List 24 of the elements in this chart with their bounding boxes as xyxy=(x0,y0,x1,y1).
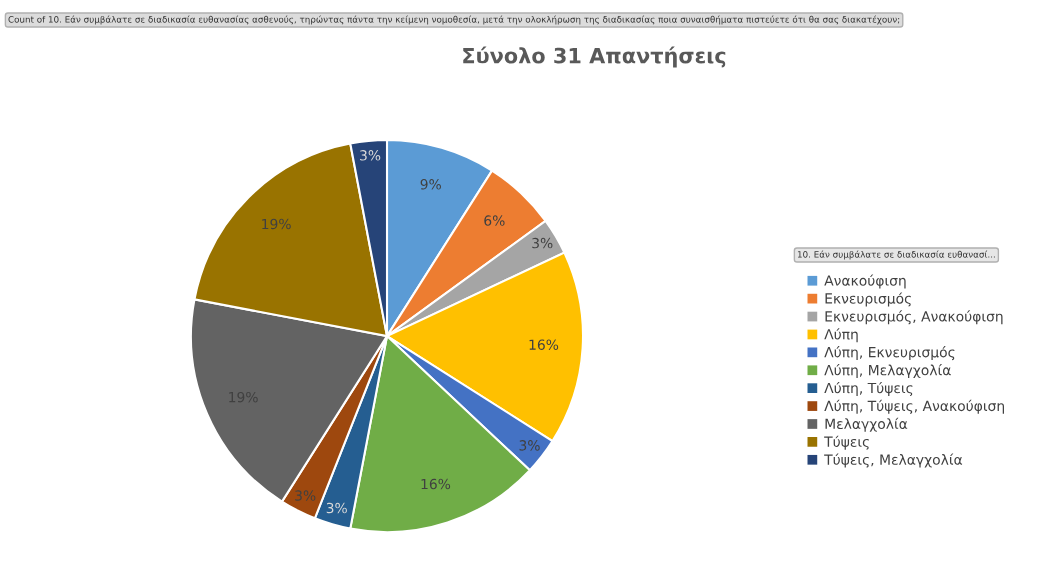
legend-label: Λύπη, Εκνευρισμός xyxy=(824,346,955,361)
legend-label: Λύπη, Τύψεις, Ανακούφιση xyxy=(824,399,1004,414)
legend-label: Εκνευρισμός, Ανακούφιση xyxy=(825,310,1003,325)
text: Count of 10. Εάν συμβάλατε σε διαδικασία ευθανασίας ασθενούς, τηρώντας πάντα την κείμενη νομοθεσία, μετά την ολοκλήρωση της διαδικασίας ποια συναισθήματα πιστεύετε ότι θα σας διακατέχουν; xyxy=(8,15,900,25)
data-label: 19% xyxy=(262,218,291,230)
data-label: 3% xyxy=(519,440,540,451)
legend-label: Μελαγχολία xyxy=(825,417,908,432)
data-label: 16% xyxy=(421,478,451,490)
data-label: 3% xyxy=(532,237,553,249)
data-label: 9% xyxy=(420,179,441,190)
legend-label: Λύπη xyxy=(824,328,858,343)
legend-label: Λύπη, Τύψεις xyxy=(824,381,913,396)
legend-label: Τύψεις xyxy=(824,435,869,450)
data-label: 3% xyxy=(360,150,381,161)
legend-label: Ανακούφιση xyxy=(824,274,906,289)
legend-label: Τύψεις, Μελαγχολία xyxy=(824,453,963,468)
data-label: 16% xyxy=(529,339,559,350)
legend-title: 10. Εάν συμβάλατε σε διαδικασία ευθανασί... xyxy=(797,250,995,260)
data-label: 3% xyxy=(295,490,316,501)
data-label: 6% xyxy=(484,215,505,226)
legend-label: Λύπη, Μελαγχολία xyxy=(824,364,951,379)
legend-label: Εκνευρισμός xyxy=(825,292,911,307)
data-label: 3% xyxy=(326,502,347,514)
chart-title: Σύνολο 31 Απαντήσεις xyxy=(463,46,726,68)
